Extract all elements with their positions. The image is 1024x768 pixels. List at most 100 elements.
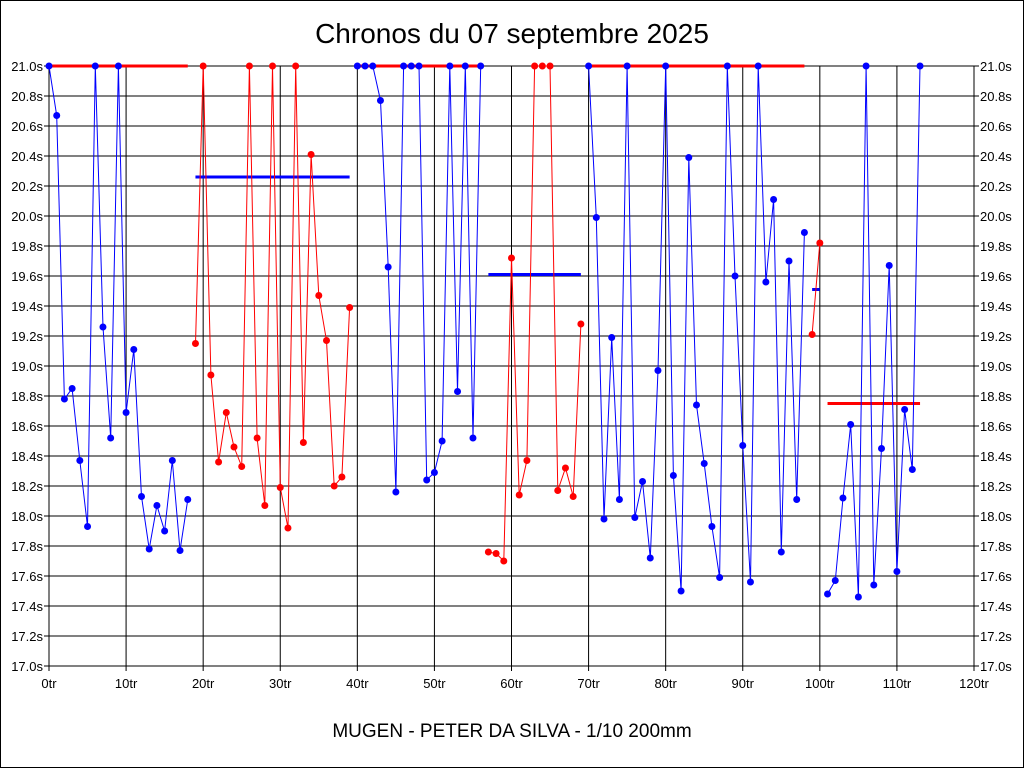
data-point bbox=[261, 502, 269, 509]
data-point bbox=[253, 434, 261, 442]
data-point bbox=[76, 457, 84, 464]
y-tick-label-left: 21.0s bbox=[11, 59, 43, 74]
data-point bbox=[84, 523, 92, 530]
data-point bbox=[885, 262, 893, 269]
data-point bbox=[130, 346, 138, 353]
data-point bbox=[561, 464, 569, 472]
data-point bbox=[862, 62, 870, 70]
axes: 17.0s 17.0s 17.2s 17.2s 17.4s 17.4s 17.6s 17.6s… bbox=[11, 59, 1012, 691]
data-point bbox=[454, 388, 462, 395]
y-tick-label-right: 19.2s bbox=[980, 329, 1012, 344]
data-point bbox=[415, 62, 423, 70]
data-point bbox=[662, 62, 670, 70]
data-point bbox=[700, 460, 708, 467]
data-point bbox=[407, 62, 415, 70]
data-point bbox=[400, 62, 408, 70]
data-point bbox=[191, 340, 199, 347]
data-point bbox=[777, 548, 785, 556]
data-point bbox=[153, 502, 161, 509]
series-line bbox=[488, 65, 582, 563]
data-point bbox=[631, 514, 639, 521]
data-point bbox=[492, 550, 500, 557]
data-point bbox=[168, 457, 176, 464]
x-tick-label: 10tr bbox=[115, 676, 138, 691]
data-point bbox=[284, 524, 292, 532]
series-line bbox=[811, 242, 821, 335]
data-point bbox=[731, 272, 739, 280]
data-point bbox=[754, 62, 762, 70]
data-point bbox=[585, 62, 593, 70]
series-lines bbox=[48, 65, 921, 598]
y-tick-label-right: 20.8s bbox=[980, 89, 1012, 104]
y-tick-label-left: 17.8s bbox=[11, 539, 43, 554]
data-point bbox=[276, 484, 284, 491]
data-point bbox=[461, 62, 469, 70]
data-point bbox=[423, 476, 431, 484]
data-point bbox=[45, 62, 53, 70]
data-point bbox=[307, 151, 315, 158]
series-line bbox=[588, 65, 805, 592]
data-point bbox=[523, 457, 531, 464]
y-tick-label-left: 19.0s bbox=[11, 359, 43, 374]
plot-border bbox=[48, 65, 975, 667]
y-tick-label-right: 19.8s bbox=[980, 239, 1012, 254]
data-point bbox=[91, 62, 99, 70]
x-tick-label: 100tr bbox=[805, 676, 835, 691]
x-tick-label: 80tr bbox=[654, 676, 677, 691]
y-tick-label-left: 18.0s bbox=[11, 509, 43, 524]
x-tick-label: 90tr bbox=[732, 676, 755, 691]
data-point bbox=[376, 97, 384, 104]
data-point bbox=[723, 62, 731, 70]
data-point bbox=[353, 62, 361, 70]
data-point bbox=[893, 568, 901, 575]
x-tick-label: 50tr bbox=[423, 676, 446, 691]
data-point bbox=[292, 62, 300, 70]
y-tick-label-right: 19.6s bbox=[980, 269, 1012, 284]
y-tick-label-right: 18.4s bbox=[980, 449, 1012, 464]
data-point bbox=[184, 496, 192, 503]
chart-subtitle: MUGEN - PETER DA SILVA - 1/10 200mm bbox=[332, 721, 692, 742]
y-tick-label-left: 18.2s bbox=[11, 479, 43, 494]
data-point bbox=[176, 547, 184, 554]
y-tick-label-left: 19.2s bbox=[11, 329, 43, 344]
x-tick-label: 70tr bbox=[577, 676, 600, 691]
data-point bbox=[639, 478, 647, 485]
y-tick-label-left: 20.0s bbox=[11, 209, 43, 224]
data-point bbox=[693, 401, 700, 409]
data-point bbox=[145, 545, 153, 553]
data-point bbox=[824, 590, 832, 598]
data-point bbox=[916, 62, 924, 70]
data-point bbox=[500, 557, 508, 565]
y-tick-label-right: 21.0s bbox=[980, 59, 1012, 74]
y-tick-label-right: 20.0s bbox=[980, 209, 1012, 224]
data-point bbox=[708, 523, 716, 530]
data-point bbox=[515, 491, 523, 499]
data-point bbox=[477, 62, 485, 70]
data-point bbox=[746, 578, 754, 586]
data-point bbox=[608, 334, 616, 341]
x-tick-label: 60tr bbox=[500, 676, 523, 691]
data-point bbox=[870, 581, 878, 589]
data-point bbox=[654, 367, 662, 374]
y-tick-label-right: 19.4s bbox=[980, 299, 1012, 314]
data-point bbox=[430, 469, 438, 476]
data-point bbox=[908, 466, 916, 473]
data-point bbox=[484, 548, 492, 556]
y-tick-label-left: 20.4s bbox=[11, 149, 43, 164]
y-tick-label-right: 17.2s bbox=[980, 629, 1012, 644]
data-point bbox=[392, 488, 400, 496]
data-point bbox=[60, 395, 68, 403]
data-point bbox=[245, 62, 253, 70]
x-tick-label: 20tr bbox=[192, 676, 215, 691]
data-point bbox=[538, 62, 546, 70]
data-point bbox=[68, 385, 76, 392]
data-point bbox=[338, 473, 346, 481]
data-point bbox=[831, 577, 839, 584]
series-line bbox=[48, 65, 189, 551]
x-tick-label: 120tr bbox=[959, 676, 989, 691]
data-point bbox=[346, 304, 354, 311]
data-point bbox=[878, 445, 885, 452]
data-point bbox=[269, 62, 277, 70]
data-point bbox=[469, 434, 477, 442]
